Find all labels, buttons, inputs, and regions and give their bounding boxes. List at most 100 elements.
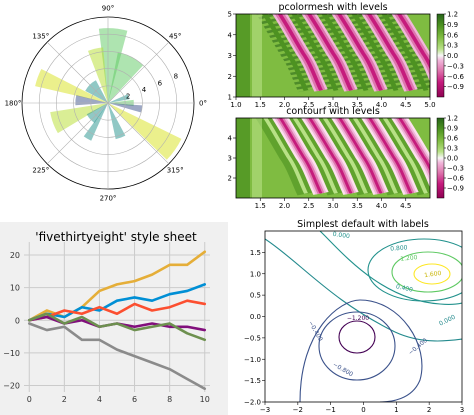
polar-angle-label: 90° (102, 5, 114, 13)
contour-label: −1.200 (347, 315, 369, 322)
x-tick-label: 3.0 (327, 101, 338, 109)
x-tick-label: 2.0 (279, 101, 290, 109)
colorbar-tick-label: −0.9 (447, 83, 464, 91)
polar-spoke-5 (46, 102, 109, 165)
contour-y-tick-label: 0.5 (250, 292, 261, 300)
contourf-title: contourf with levels (286, 106, 380, 117)
colorbar-tick-label: −0.3 (447, 165, 464, 173)
fte-x-tick-label: 0 (27, 395, 32, 404)
fte-series-5 (27, 312, 207, 342)
x-tick-label: 4.0 (376, 101, 387, 109)
fte-lines (27, 250, 207, 391)
contour-chart: Simplest default with labels −3 −2 −1 0 1 2 3 1… (244, 219, 464, 414)
pcolormesh-title: pcolormesh with levels (278, 2, 387, 13)
polar-angle-label: 45° (169, 32, 181, 40)
polar-bar-10 (83, 103, 108, 141)
polar-bar-12 (108, 103, 182, 160)
contour-label: 1.200 (400, 254, 418, 263)
contour-level--0.4 (299, 299, 423, 402)
contour-x-tick-label: 2 (427, 406, 431, 414)
x-tick-label: 4.5 (400, 202, 411, 210)
polar-angle-label: 315° (167, 167, 184, 175)
fte-x-tick-label: 4 (97, 395, 102, 404)
polar-radial-label: 4 (142, 86, 147, 94)
contour-x-tick-label: 1 (394, 406, 398, 414)
contour-y-tick-label: 1.5 (250, 249, 261, 257)
contour-x-tick-label: −2 (293, 406, 303, 414)
contour-level-0.0 (265, 238, 462, 342)
pcolormesh-field (236, 14, 430, 97)
colorbar-tick-label: −0.6 (447, 73, 465, 81)
colorbar-tick-label: 0.9 (447, 125, 458, 133)
y-tick-label: 2 (228, 175, 232, 183)
polar-tick-labels: 0° 45° 90° 135° 180° 225° 270° 315° 2 4 6 8 (5, 5, 207, 203)
contour-y-tick-label: 1.0 (250, 270, 261, 278)
y-tick-label: 1 (228, 94, 232, 102)
fte-x-tick-label: 8 (167, 395, 172, 404)
colorbar-tick-label: −0.3 (447, 62, 464, 70)
polar-angle-label: 0° (199, 100, 207, 108)
contour-x-tick-label: 3 (460, 406, 464, 414)
x-tick-label: 1.0 (230, 101, 241, 109)
pcolormesh-colorbar (436, 13, 445, 98)
y-tick-label: 5 (228, 11, 232, 19)
polar-chart: 0° 45° 90° 135° 180° 225° 270° 315° 2 4 6 8 (5, 5, 207, 203)
contour-x-tick-label: −3 (260, 406, 270, 414)
y-tick-label: 2 (228, 73, 232, 81)
contourf-ticks: 1.5 2.0 2.5 3.0 3.5 4.0 4.5 2 3 4 1.2 0.9 0.6 0.3 0.0 −… (228, 115, 465, 211)
polar-bar-4 (87, 47, 108, 103)
contour-label: 0.000 (332, 231, 350, 240)
colorbar-tick-label: −0.9 (447, 185, 464, 193)
contour-label: −0.800 (331, 361, 354, 378)
pcolormesh-chart: pcolormesh with levels 1.0 1.5 2.0 2.5 3.0 3.… (228, 2, 465, 109)
x-tick-label: 3.0 (327, 202, 338, 210)
contour-label: 1.600 (424, 270, 442, 279)
fte-x-tick-label: 6 (132, 395, 137, 404)
colorbar-tick-label: 0.6 (447, 135, 459, 143)
polar-bar-6 (35, 69, 108, 103)
fte-series-0 (27, 322, 207, 391)
polar-angle-label: 225° (32, 167, 49, 175)
x-tick-label: 4.0 (376, 202, 387, 210)
contour-x-tick-label: 0 (361, 406, 365, 414)
polar-radial-label: 2 (126, 92, 130, 100)
y-tick-label: 4 (228, 135, 233, 143)
colorbar-tick-label: −0.6 (447, 175, 465, 183)
colorbar-tick-label: 0.0 (447, 155, 458, 163)
x-tick-label: 3.5 (352, 202, 363, 210)
fte-title: 'fivethirtyeight' style sheet (35, 230, 197, 244)
colorbar-tick-label: 0.0 (447, 52, 458, 60)
contour-y-tick-label: 0.0 (250, 313, 261, 321)
colorbar-tick-label: 0.3 (447, 42, 458, 50)
polar-angle-label: 180° (5, 100, 22, 108)
polar-grid (21, 16, 195, 190)
polar-bar-8 (50, 103, 108, 134)
fte-series-3 (27, 299, 207, 322)
contour-label: −0.400 (407, 337, 429, 357)
polar-bar-13 (108, 103, 143, 113)
x-tick-label: 3.5 (352, 101, 363, 109)
contour-level-0.8 (367, 238, 462, 302)
contour-y-tick-label: −1.0 (244, 356, 261, 364)
fte-ticks: 0 2 4 6 8 10 20 10 0 −10 −20 (3, 251, 210, 404)
x-tick-label: 5.0 (424, 101, 435, 109)
y-tick-label: 4 (228, 31, 233, 39)
y-tick-label: 3 (228, 52, 232, 60)
y-tick-label: 3 (228, 155, 232, 163)
x-tick-label: 1.5 (255, 202, 266, 210)
contour-level-1.2 (391, 251, 462, 293)
contour-y-tick-label: −2.0 (244, 399, 261, 407)
contour-ticks: −3 −2 −1 0 1 2 3 1.5 1.0 0.5 0.0 −0.5 −1.0 −1.5 −2.0 (244, 249, 464, 414)
contour-title: Simplest default with labels (297, 219, 429, 230)
contour-level-1.6 (413, 263, 451, 285)
x-tick-label: 4.5 (400, 101, 411, 109)
contour-level-0.4 (319, 231, 462, 305)
x-tick-label: 2.0 (279, 202, 290, 210)
contour-lines (265, 231, 462, 402)
polar-angle-label: 135° (32, 32, 49, 40)
contour-level--1.2 (338, 320, 376, 354)
polar-spoke-3 (46, 41, 109, 104)
contour-label: 0.000 (438, 314, 457, 328)
polar-radial-label: 6 (158, 79, 163, 87)
